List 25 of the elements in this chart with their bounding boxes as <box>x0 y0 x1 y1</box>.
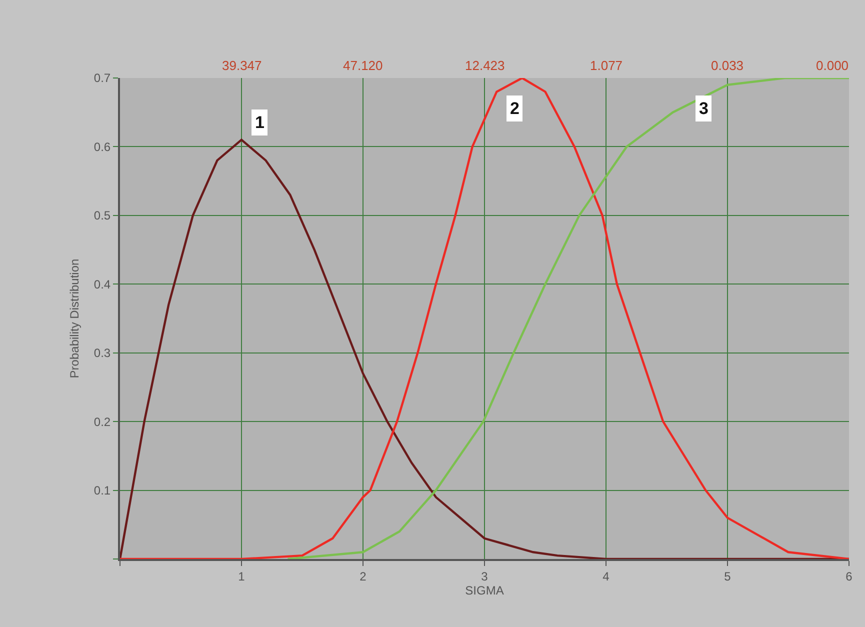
y-tick-label: 0.7 <box>94 71 111 86</box>
y-tick-label: 0.3 <box>94 346 111 360</box>
x-tick-label: 5 <box>724 569 732 584</box>
x-axis-title: SIGMA <box>465 583 504 598</box>
y-tick-label: 0.5 <box>94 208 111 223</box>
x-tick-label: 1 <box>238 569 246 584</box>
annotation: 3 <box>699 99 708 118</box>
text: 0.033 <box>711 58 744 73</box>
y-tick-label: 0.2 <box>94 414 111 429</box>
annotation: 2 <box>510 99 520 118</box>
y-axis-title: Probability Distribution <box>68 258 82 378</box>
text: 0.000 <box>816 58 849 73</box>
y-tick-label: 0.6 <box>94 140 111 154</box>
text: 47.120 <box>343 58 383 73</box>
y-tick-label: 0.4 <box>94 277 111 292</box>
x-tick-label: 4 <box>602 569 610 584</box>
text: 12.423 <box>465 58 505 73</box>
y-tick-label: 0.1 <box>94 483 111 498</box>
x-tick-label: 3 <box>481 569 488 584</box>
line-series <box>286 78 849 559</box>
text: 1.077 <box>590 58 623 73</box>
text: 39.347 <box>222 58 262 73</box>
x-tick-label: 2 <box>360 569 367 584</box>
x-tick-label: 6 <box>846 569 853 584</box>
annotation: 1 <box>255 113 264 132</box>
